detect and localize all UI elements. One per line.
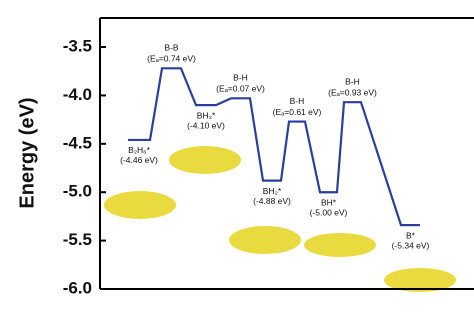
state-label: B₂H₆*	[128, 145, 151, 155]
barrier-label: (Eₐ=0.61 eV)	[273, 107, 322, 117]
state-label: B-H	[345, 76, 360, 86]
state-label: B-H	[233, 73, 248, 83]
energy-label: (-4.46 eV)	[120, 155, 158, 165]
barrier-label: (Eₐ=0.93 eV)	[328, 87, 377, 97]
y-tick-label: -6.0	[63, 278, 92, 297]
barrier-label: (Eₐ=0.74 eV)	[147, 54, 196, 64]
state-label: B*	[406, 230, 416, 240]
y-tick-label: -4.0	[63, 85, 92, 104]
energy-line	[128, 67, 420, 227]
y-axis-label: Energy (eV)	[16, 97, 38, 208]
state-label: BH₃*	[197, 110, 216, 120]
energy-label: (-4.10 eV)	[187, 120, 225, 130]
state-label: B-B	[164, 43, 179, 53]
state-label: BH*	[321, 197, 337, 207]
state-label: BH₂*	[263, 186, 282, 196]
y-tick-label: -3.5	[63, 37, 92, 56]
surface-decor	[104, 146, 456, 292]
y-tick-label: -5.5	[63, 230, 92, 249]
barrier-label: (Eₐ=0.07 eV)	[216, 84, 265, 94]
y-tick-label: -5.0	[63, 182, 92, 201]
energy-label: (-4.88 eV)	[253, 196, 291, 206]
y-tick-label: -4.5	[63, 133, 92, 152]
energy-label: (-5.34 eV)	[392, 240, 430, 250]
state-label: B-H	[290, 96, 305, 106]
energy-label: (-5.00 eV)	[310, 207, 348, 217]
